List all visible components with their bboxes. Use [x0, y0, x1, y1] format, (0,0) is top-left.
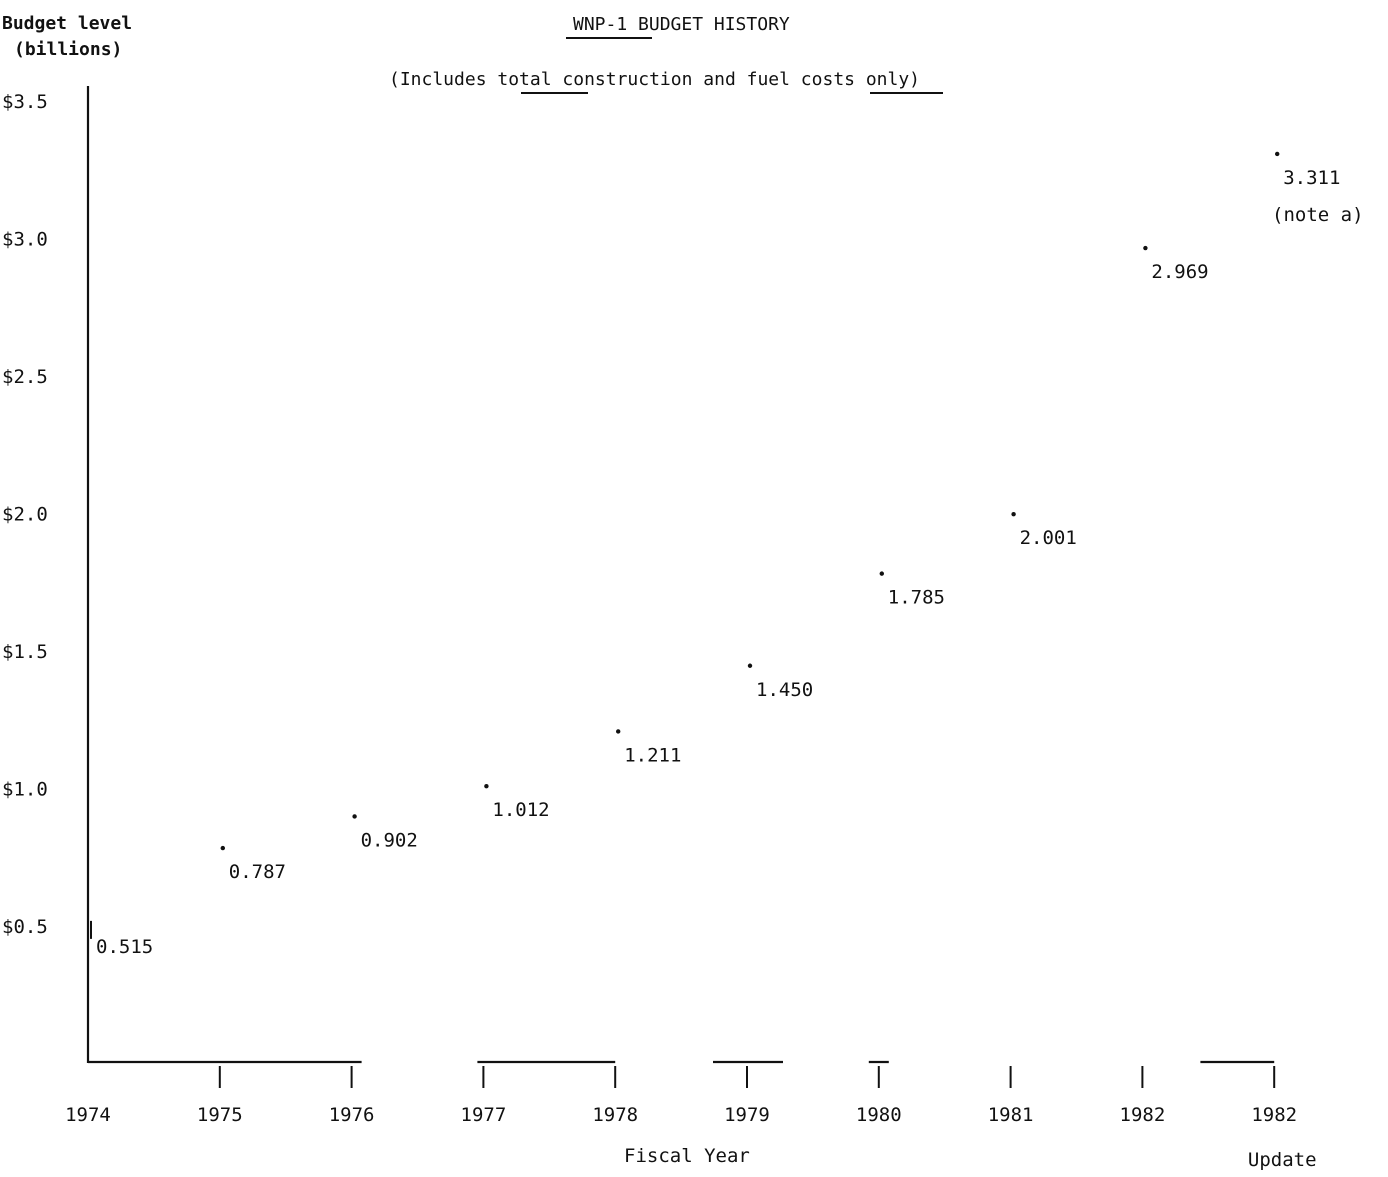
data-points	[90, 151, 1280, 939]
chart-title: WNP-1 BUDGET HISTORY	[573, 14, 790, 35]
data-label: 0.902	[361, 829, 418, 851]
x-tick-label: 1978	[592, 1104, 638, 1126]
y-axis-label-line-1: Budget level	[2, 13, 132, 34]
data-point	[1011, 512, 1016, 517]
x-tick-label: 1976	[329, 1104, 375, 1126]
x-tick-label: 1982	[1120, 1104, 1166, 1126]
x-axis-label: Fiscal Year	[624, 1145, 750, 1167]
data-point	[747, 663, 753, 668]
data-point	[352, 814, 357, 819]
data-point	[220, 845, 225, 851]
y-tick-label: $0.5	[2, 916, 48, 938]
y-tick-label: $2.5	[2, 366, 48, 388]
data-labels: 0.515 0.787 0.902 1.012 1.211 1.450 1.785 2.001…	[96, 167, 1340, 958]
x-tick-label: 1977	[461, 1104, 507, 1126]
x-tick-sublabel: Update	[1248, 1149, 1317, 1171]
data-label: 2.001	[1020, 527, 1077, 549]
data-point	[616, 729, 621, 734]
data-label: 0.787	[229, 861, 286, 883]
x-tick-label: 1975	[197, 1104, 243, 1126]
x-tick-label: 1979	[724, 1104, 770, 1126]
data-label: 3.311	[1283, 167, 1340, 189]
data-point	[879, 571, 884, 576]
y-tick-label: $2.0	[2, 504, 48, 526]
y-tick-label: $1.5	[2, 641, 48, 663]
y-tick-label: $3.0	[2, 229, 48, 251]
chart-subtitle: (Includes total construction and fuel co…	[389, 69, 920, 90]
data-label: 1.211	[624, 744, 681, 766]
y-tick-label: $3.5	[2, 91, 48, 113]
data-point	[1275, 151, 1280, 157]
y-tick-labels: $0.5 $1.0 $1.5 $2.0 $2.5 $3.0 $3.5	[2, 91, 48, 938]
y-tick-label: $1.0	[2, 779, 48, 801]
x-tick-label: 1981	[988, 1104, 1034, 1126]
annotation-note-a: (note a)	[1272, 204, 1364, 226]
data-point	[1143, 245, 1148, 251]
x-tick-label: 1974	[65, 1104, 111, 1126]
data-label: 1.012	[492, 799, 549, 821]
data-label: 1.450	[756, 679, 813, 701]
data-point	[484, 784, 489, 789]
x-tick-label: 1982	[1251, 1104, 1297, 1126]
x-tick-label: 1980	[856, 1104, 902, 1126]
data-label: 0.515	[96, 936, 153, 958]
x-tick-labels: 1974 1975 1976 1977 1978 1979 1980 1981 1982 1982…	[65, 1066, 1317, 1171]
y-axis-label-line-2: (billions)	[14, 39, 122, 60]
data-label: 1.785	[888, 587, 945, 609]
data-label: 2.969	[1151, 261, 1208, 283]
